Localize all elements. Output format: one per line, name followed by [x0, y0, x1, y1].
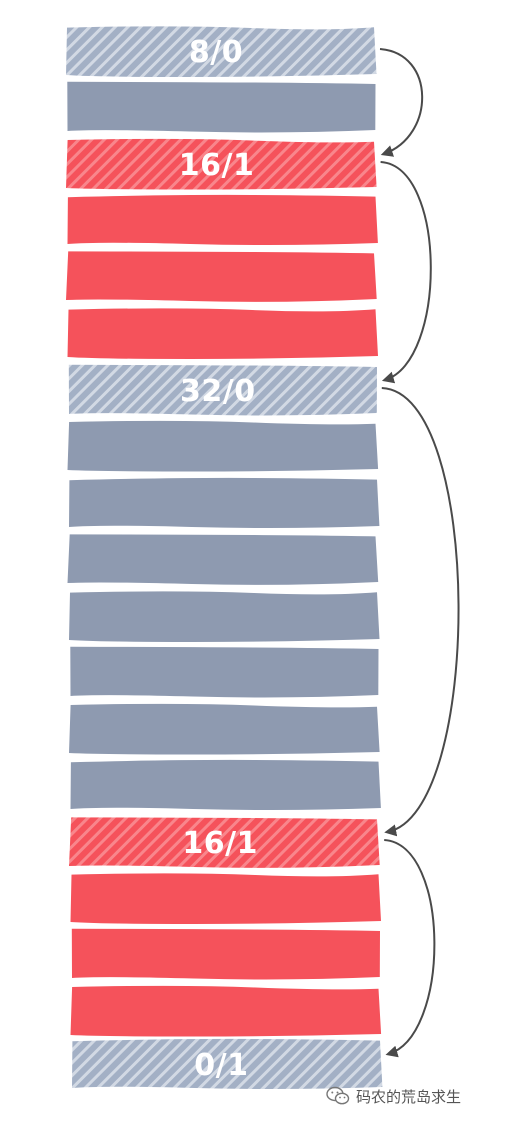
- data-block: [70, 873, 381, 924]
- data-block: [69, 703, 380, 755]
- data-block: [69, 591, 380, 642]
- data-block: [70, 985, 382, 1037]
- header-block: [66, 138, 377, 190]
- wechat-icon: [326, 1086, 350, 1105]
- links-layer: [379, 48, 460, 1058]
- block-label: 16/1: [182, 826, 258, 861]
- data-block: [69, 477, 380, 529]
- link-arrow: [379, 48, 424, 157]
- data-block: [67, 534, 379, 585]
- block-label: 8/0: [189, 35, 243, 70]
- watermark: 码农的荒岛求生: [326, 1083, 461, 1109]
- header-block: [69, 817, 380, 868]
- header-block: [66, 26, 377, 77]
- data-block: [70, 759, 381, 811]
- block-label: 16/1: [179, 148, 255, 183]
- block-label: 32/0: [180, 374, 256, 409]
- link-arrow: [381, 387, 460, 837]
- link-arrow: [384, 839, 436, 1058]
- block-label: 0/1: [194, 1048, 248, 1083]
- data-block: [67, 81, 376, 133]
- data-block: [70, 646, 379, 698]
- data-block: [66, 251, 377, 302]
- header-block: [68, 364, 378, 416]
- link-arrow: [380, 161, 432, 384]
- header-block: [72, 1038, 383, 1090]
- watermark-text: 码农的荒岛求生: [356, 1087, 462, 1106]
- data-block: [67, 308, 378, 359]
- blocks-layer: 8/0 16/1 32/0 16/1 0/1: [66, 26, 383, 1090]
- data-block: [71, 928, 381, 980]
- data-block: [67, 194, 378, 246]
- data-block: [67, 420, 379, 472]
